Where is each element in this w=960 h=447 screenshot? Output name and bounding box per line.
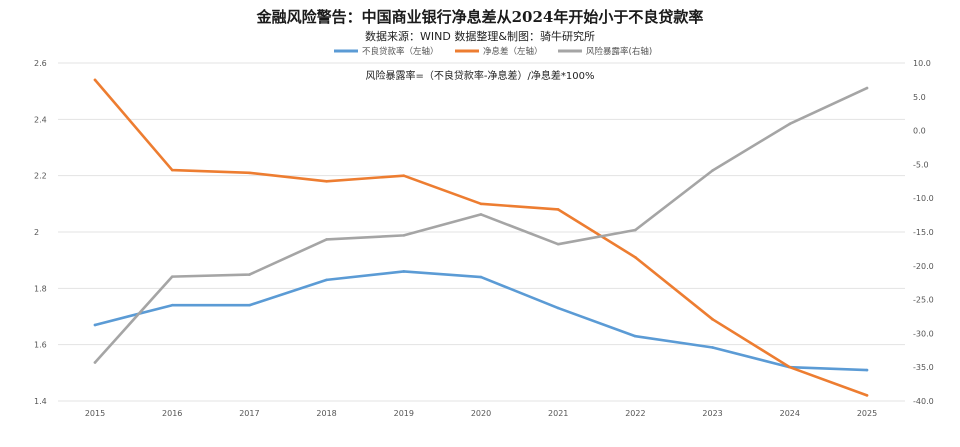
y-right-tick-label: -10.0 xyxy=(913,194,934,203)
series-point-1 xyxy=(325,180,328,183)
series-point-2 xyxy=(711,169,714,172)
series-point-0 xyxy=(93,323,97,327)
series-point-1 xyxy=(788,365,792,369)
x-tick-label: 2022 xyxy=(625,409,645,418)
y-left-tick-label: 2 xyxy=(34,228,39,237)
series-point-1 xyxy=(93,78,97,82)
series-point-2 xyxy=(556,242,560,246)
y-right-tick-label: -25.0 xyxy=(913,296,934,305)
series-point-0 xyxy=(556,306,560,310)
series-point-1 xyxy=(556,208,560,211)
series-point-1 xyxy=(865,394,869,397)
series-point-2 xyxy=(788,122,792,126)
y-left-tick-label: 2.6 xyxy=(34,59,47,68)
series-line-2 xyxy=(93,86,869,364)
y-right-tick-label: -15.0 xyxy=(913,228,934,237)
y-right-tick-label: 10.0 xyxy=(913,59,931,68)
y-right-tick-label: 5.0 xyxy=(913,93,926,102)
series-point-2 xyxy=(865,86,869,90)
chart-subtitle: 数据来源：WIND 数据整理&制图：骑牛研究所 xyxy=(365,30,595,43)
series-point-0 xyxy=(711,346,714,349)
series-point-2 xyxy=(170,275,174,278)
x-tick-label: 2017 xyxy=(239,409,259,418)
series-point-2 xyxy=(634,228,637,232)
x-tick-label: 2019 xyxy=(394,409,414,418)
x-tick-label: 2024 xyxy=(780,409,800,418)
series-point-2 xyxy=(248,273,251,276)
series-point-1 xyxy=(479,202,483,206)
y-right-tick-label: -20.0 xyxy=(913,262,934,271)
series-point-2 xyxy=(325,238,328,241)
y-left-tick-label: 1.4 xyxy=(34,397,47,406)
series-point-1 xyxy=(248,171,251,175)
x-tick-label: 2018 xyxy=(316,409,336,418)
series-point-0 xyxy=(248,303,251,307)
series-point-1 xyxy=(634,256,637,259)
x-tick-label: 2023 xyxy=(702,409,722,418)
series-point-0 xyxy=(634,334,637,338)
series-point-0 xyxy=(402,270,406,273)
series-line-1 xyxy=(93,78,869,397)
x-tick-label: 2021 xyxy=(548,409,568,418)
series-point-2 xyxy=(93,361,97,364)
x-tick-label: 2016 xyxy=(162,409,182,418)
series-point-0 xyxy=(325,278,328,282)
legend-label-2: 风险暴露率(右轴) xyxy=(586,46,652,57)
chart-title: 金融风险警告：中国商业银行净息差从2024年开始小于不良贷款率 xyxy=(256,8,704,26)
series-point-1 xyxy=(402,174,406,177)
y-right-tick-label: -35.0 xyxy=(913,363,934,372)
legend-label-0: 不良贷款率（左轴） xyxy=(362,46,439,57)
series-point-1 xyxy=(711,318,714,321)
legend-label-1: 净息差（左轴） xyxy=(483,46,543,57)
series-point-2 xyxy=(479,213,483,216)
y-right-tick-label: 0.0 xyxy=(913,127,926,136)
y-right-tick-label: -40.0 xyxy=(913,397,934,406)
x-tick-label: 2025 xyxy=(857,409,877,418)
series-line-0 xyxy=(93,270,869,372)
chart-annotation: 风险暴露率=（不良贷款率-净息差）/净息差*100% xyxy=(365,71,595,82)
y-right-tick-label: -30.0 xyxy=(913,329,934,338)
series-point-1 xyxy=(170,168,174,172)
x-tick-label: 2015 xyxy=(85,409,105,418)
y-left-tick-label: 1.8 xyxy=(34,284,47,293)
y-left-tick-label: 2.2 xyxy=(34,172,47,181)
series-point-0 xyxy=(479,275,483,279)
y-right-tick-label: -5.0 xyxy=(913,160,929,169)
y-left-tick-label: 2.4 xyxy=(34,115,47,124)
x-tick-label: 2020 xyxy=(471,409,491,418)
y-left-tick-label: 1.6 xyxy=(34,341,47,350)
series-point-2 xyxy=(402,234,406,237)
series-point-0 xyxy=(170,303,174,307)
series-point-0 xyxy=(865,368,869,372)
